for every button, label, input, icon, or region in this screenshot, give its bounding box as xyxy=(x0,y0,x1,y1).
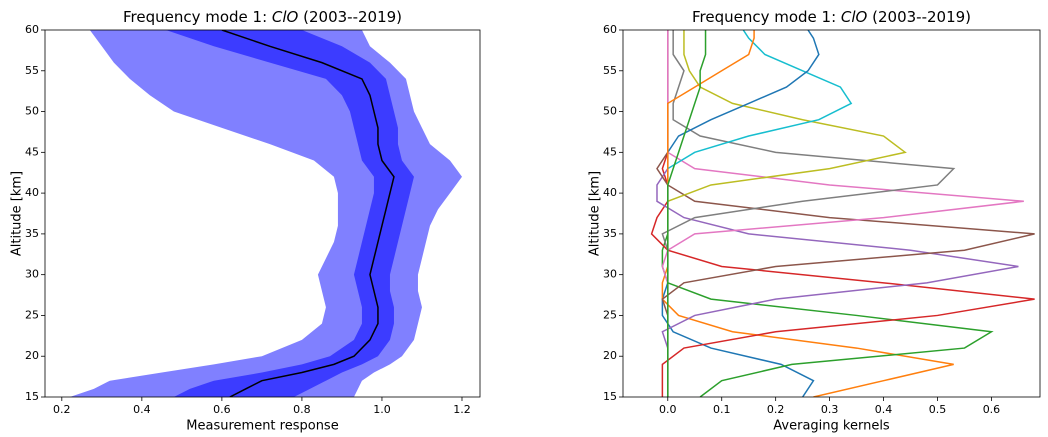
y-tick-label: 35 xyxy=(603,227,617,240)
y-tick-label: 60 xyxy=(25,23,39,36)
y-tick-label: 40 xyxy=(603,186,617,199)
y-tick-label: 40 xyxy=(25,186,39,199)
y-tick-label: 25 xyxy=(603,308,617,321)
line xyxy=(656,30,1035,397)
line xyxy=(650,30,1035,397)
x-tick-label: 0.2 xyxy=(53,403,71,416)
line xyxy=(656,30,1019,397)
y-axis-label: Altitude [km] xyxy=(588,171,603,256)
x-tick-label: 0.5 xyxy=(929,403,947,416)
title-part: ClO xyxy=(272,8,299,26)
line xyxy=(667,30,707,397)
line xyxy=(661,30,954,397)
y-tick-label: 45 xyxy=(25,145,39,158)
plot-area xyxy=(650,30,1035,397)
y-tick-label: 20 xyxy=(603,349,617,362)
x-tick-label: 0.2 xyxy=(767,403,785,416)
title-part: (2003--2019) xyxy=(867,8,971,26)
axes-frame xyxy=(622,29,1041,398)
y-tick-label: 55 xyxy=(25,64,39,77)
x-tick-label: 0.3 xyxy=(821,403,839,416)
x-tick-label: 0.0 xyxy=(659,403,677,416)
x-axis-label: Measurement response xyxy=(186,419,338,434)
x-tick-label: 1.2 xyxy=(453,403,471,416)
y-tick-label: 15 xyxy=(603,390,617,403)
x-tick-label: 0.4 xyxy=(133,403,151,416)
line xyxy=(661,30,994,397)
title-part: Frequency mode 1: xyxy=(692,8,841,26)
title-part: ClO xyxy=(841,8,868,26)
x-tick-label: 0.8 xyxy=(293,403,311,416)
y-tick-label: 30 xyxy=(25,268,39,281)
line xyxy=(221,30,395,397)
subplot: 0.2 0.4 0.6 0.8 1.0 1.2 15 20 25 30 35 40 45 50 55 60 Me… xyxy=(10,8,481,434)
y-tick-label: 30 xyxy=(603,268,617,281)
title-part: (2003--2019) xyxy=(298,8,402,26)
plot-area xyxy=(69,30,462,397)
x-axis-label: Averaging kernels xyxy=(773,419,890,434)
x-tick-label: 0.6 xyxy=(213,403,231,416)
y-tick-label: 35 xyxy=(25,227,39,240)
y-tick-label: 25 xyxy=(25,308,39,321)
x-tick-label: 1.0 xyxy=(373,403,391,416)
y-tick-label: 50 xyxy=(25,105,39,118)
x-tick-label: 0.4 xyxy=(875,403,893,416)
title-part: Frequency mode 1: xyxy=(123,8,272,26)
chart-title: Frequency mode 1: ClO (2003--2019) xyxy=(692,8,971,26)
y-tick-label: 60 xyxy=(603,23,617,36)
y-tick-label: 50 xyxy=(603,105,617,118)
y-tick-label: 55 xyxy=(603,64,617,77)
y-tick-label: 45 xyxy=(603,145,617,158)
line xyxy=(667,30,907,397)
x-tick-label: 0.1 xyxy=(713,403,731,416)
y-axis-label: Altitude [km] xyxy=(10,171,25,256)
y-tick-label: 20 xyxy=(25,349,39,362)
x-tick-label: 0.6 xyxy=(983,403,1001,416)
chart-title: Frequency mode 1: ClO (2003--2019) xyxy=(123,8,402,26)
y-tick-label: 15 xyxy=(25,390,39,403)
axes-frame xyxy=(44,29,481,398)
line xyxy=(667,30,755,397)
subplot: 0.0 0.1 0.2 0.3 0.4 0.5 0.6 15 20 25 30 35 40 45 50 55 6… xyxy=(588,8,1041,434)
